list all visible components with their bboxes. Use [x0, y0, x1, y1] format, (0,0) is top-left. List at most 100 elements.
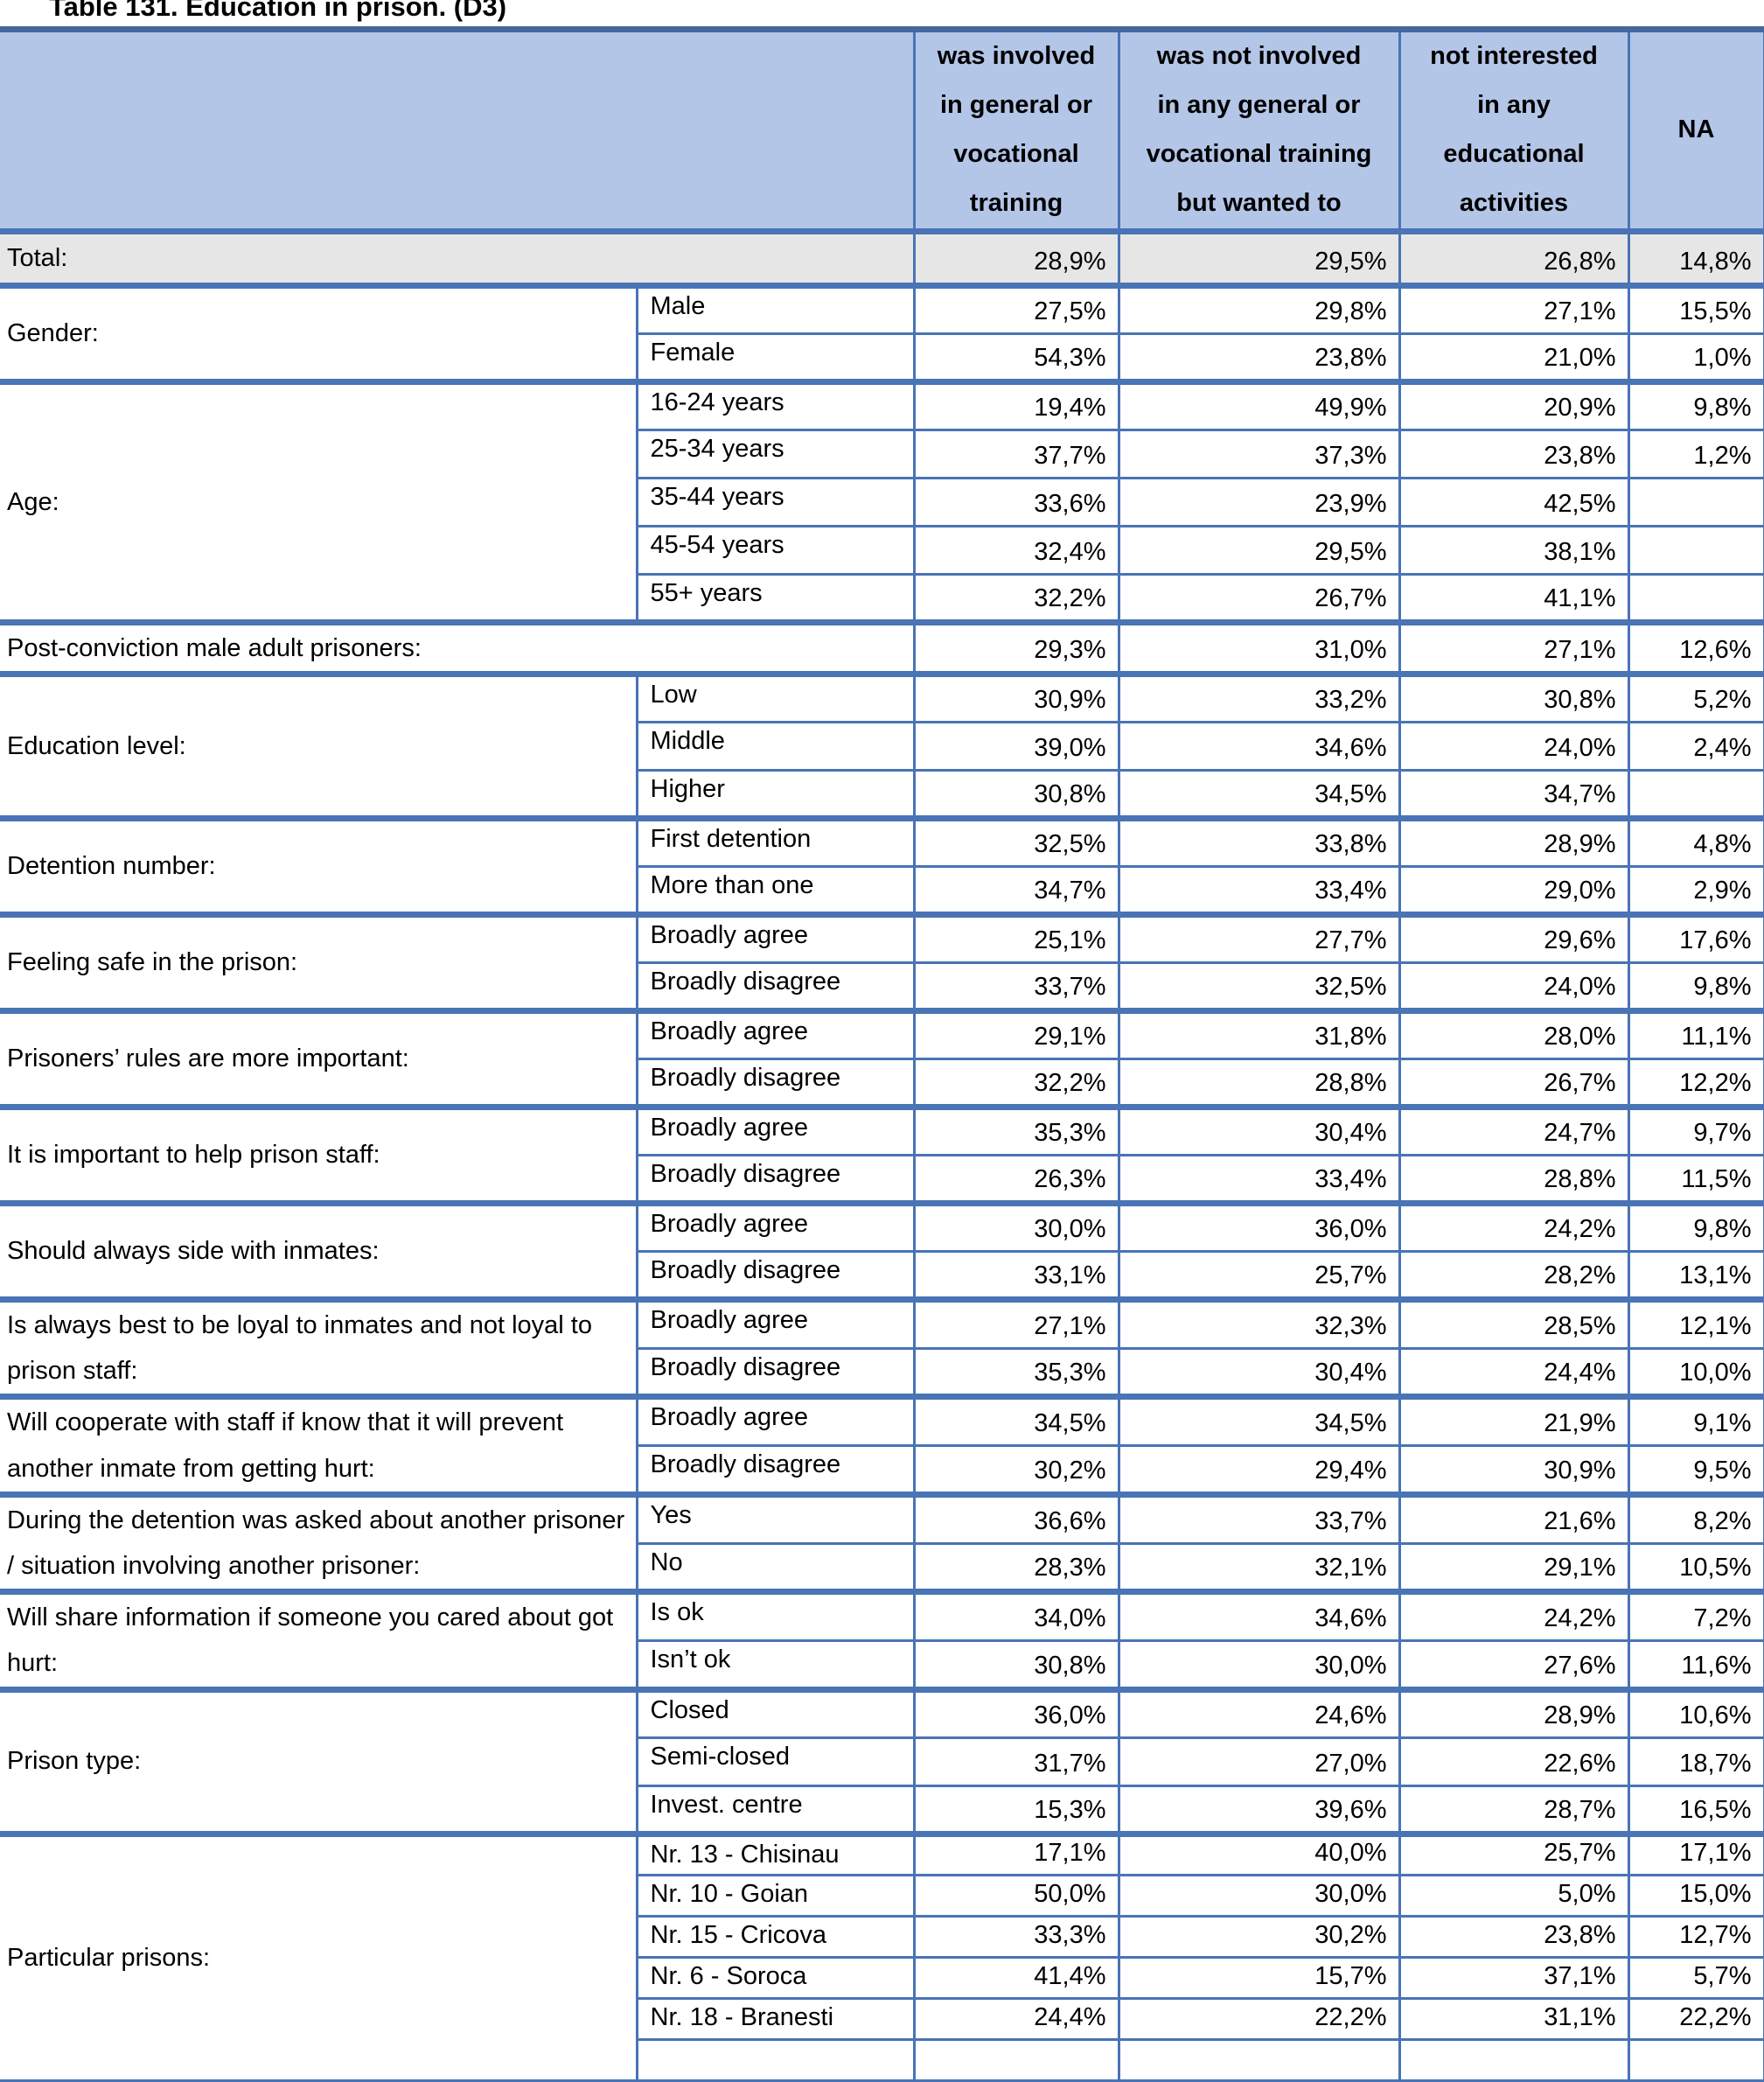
value-cell: 32,3%	[1117, 1296, 1401, 1350]
value-cell: 17,1%	[1627, 1830, 1764, 1876]
table-row: Broadly disagree 33,7% 32,5% 24,0% 9,8%	[0, 961, 1764, 1013]
value-cell: 11,5%	[1627, 1154, 1764, 1205]
table-row: Broadly disagree 33,1% 25,7% 28,2% 13,1%	[0, 1250, 1764, 1302]
value-cell: 31,1%	[1398, 1996, 1630, 2041]
row-subcategory-label: Broadly disagree	[637, 1346, 916, 1399]
value-cell: 9,7%	[1627, 1104, 1764, 1157]
value-cell: 33,1%	[912, 1250, 1120, 1302]
table-row: No 28,3% 32,1% 29,1% 10,5%	[0, 1541, 1764, 1594]
row-group-label: Particular prisons:	[0, 1830, 638, 2082]
value-cell: 10,0%	[1627, 1346, 1764, 1399]
row-subcategory-label: Female	[637, 332, 916, 383]
value-cell: 38,1%	[1398, 524, 1630, 576]
value-cell: 19,4%	[912, 378, 1120, 431]
value-cell: 25,1%	[912, 912, 1120, 965]
value-cell	[1627, 572, 1764, 624]
value-cell: 9,1%	[1627, 1394, 1764, 1448]
value-cell: 25,7%	[1117, 1250, 1401, 1302]
table-row: Nr. 6 - Soroca 41,4% 15,7% 37,1% 5,7%	[0, 1955, 1764, 2000]
row-subcategory-label: No	[637, 1541, 916, 1594]
row-group-label: Post-conviction male adult prisoners:	[0, 618, 916, 676]
row-subcategory-label: Male	[635, 282, 916, 335]
value-cell: 7,2%	[1627, 1589, 1764, 1642]
row-group-label: Education level:	[0, 671, 638, 821]
value-cell: 30,9%	[1398, 1444, 1630, 1496]
value-cell: 24,4%	[912, 1996, 1120, 2041]
row-group-label: Gender:	[0, 282, 638, 383]
value-cell: 29,1%	[1398, 1541, 1630, 1594]
value-cell: 18,7%	[1627, 1736, 1764, 1787]
table-row: 35-44 years 33,6% 23,9% 42,5%	[0, 476, 1764, 527]
row-subcategory-label: Semi-closed	[637, 1736, 916, 1787]
value-cell: 24,6%	[1117, 1686, 1401, 1739]
value-cell: 13,1%	[1627, 1250, 1764, 1302]
value-cell: 27,1%	[912, 1296, 1120, 1350]
table-row: Age: 16-24 years 19,4% 49,9% 20,9% 9,8%	[0, 378, 1764, 624]
value-cell: 32,2%	[912, 572, 1120, 624]
table-title: Table 131. Education in prison. (D3)	[49, 0, 507, 22]
value-cell: 29,0%	[1398, 865, 1630, 917]
table-row: 25-34 years 37,7% 37,3% 23,8% 1,2%	[0, 428, 1764, 479]
header-col-na: NA	[1627, 26, 1764, 234]
value-cell: 31,7%	[912, 1736, 1120, 1787]
table-row: Will cooperate with staff if know that i…	[0, 1394, 1764, 1496]
value-cell: 41,1%	[1398, 572, 1630, 624]
table-row: It is important to help prison staff: Bro…	[0, 1104, 1764, 1205]
table-row: Gender: Male 27,5% 29,8% 27,1% 15,5%	[0, 282, 1764, 383]
row-subcategory-label: Nr. 13 - Chisinau	[635, 1830, 916, 1876]
row-group-label: Is always best to be loyal to inmates an…	[0, 1296, 638, 1399]
value-cell: 50,0%	[912, 1873, 1120, 1918]
row-group-label: Should always side with inmates:	[0, 1200, 638, 1302]
value-cell: 34,5%	[1117, 1394, 1401, 1448]
table-row: Detention number: First detention 32,5% 33,…	[0, 815, 1764, 917]
value-cell: 34,5%	[912, 1394, 1120, 1448]
row-subcategory-label: Low	[635, 671, 916, 724]
value-cell: 9,5%	[1627, 1444, 1764, 1496]
value-cell: 30,0%	[1117, 1873, 1401, 1918]
value-cell: 15,7%	[1117, 1955, 1401, 2000]
table-header: was involved in general or vocational tr…	[0, 26, 1764, 234]
value-cell: 35,3%	[912, 1346, 1120, 1399]
value-cell	[1627, 769, 1764, 821]
value-cell: 9,8%	[1627, 378, 1764, 431]
table-row: Particular prisons: Nr. 13 - Chisinau 17,1…	[0, 1830, 1764, 2082]
row-subcategory-label: Isn’t ok	[637, 1638, 916, 1691]
value-cell	[1398, 2037, 1630, 2082]
row-subcategory-label: Broadly agree	[635, 1008, 916, 1061]
value-cell: 24,7%	[1398, 1104, 1630, 1157]
row-group-label: Prison type:	[0, 1686, 638, 1835]
row-subcategory-label: Broadly agree	[635, 1296, 916, 1350]
value-cell: 23,8%	[1398, 428, 1630, 479]
value-cell	[1627, 524, 1764, 576]
value-cell: 14,8%	[1627, 227, 1764, 289]
row-subcategory-label: 25-34 years	[637, 428, 916, 479]
value-cell: 37,3%	[1117, 428, 1401, 479]
value-cell	[1627, 2037, 1764, 2082]
value-cell: 30,0%	[912, 1200, 1120, 1254]
table-row: Is always best to be loyal to inmates an…	[0, 1296, 1764, 1399]
value-cell: 28,8%	[1117, 1058, 1401, 1109]
value-cell: 30,8%	[912, 769, 1120, 821]
value-cell: 29,8%	[1117, 282, 1401, 335]
row-subcategory-label: Nr. 18 - Branesti	[637, 1996, 916, 2041]
row-subcategory-label: Broadly disagree	[637, 1154, 916, 1205]
value-cell: 26,7%	[1398, 1058, 1630, 1109]
value-cell: 27,1%	[1398, 618, 1630, 676]
row-subcategory-label: First detention	[635, 815, 916, 869]
value-cell: 33,7%	[912, 961, 1120, 1013]
value-cell: 25,7%	[1398, 1830, 1630, 1876]
row-group-label: Feeling safe in the prison:	[0, 912, 638, 1013]
row-subcategory-label: Broadly disagree	[637, 1444, 916, 1496]
table-row: Semi-closed 31,7% 27,0% 22,6% 18,7%	[0, 1736, 1764, 1787]
value-cell: 31,8%	[1117, 1008, 1401, 1061]
value-cell: 36,0%	[912, 1686, 1120, 1739]
value-cell: 27,0%	[1117, 1736, 1401, 1787]
value-cell: 5,7%	[1627, 1955, 1764, 2000]
row-subcategory-label: Broadly disagree	[637, 1058, 916, 1109]
row-subcategory-label: Broadly disagree	[637, 961, 916, 1013]
value-cell: 32,5%	[912, 815, 1120, 869]
table-row: Broadly disagree 26,3% 33,4% 28,8% 11,5%	[0, 1154, 1764, 1205]
value-cell: 28,2%	[1398, 1250, 1630, 1302]
value-cell: 32,1%	[1117, 1541, 1401, 1594]
value-cell: 39,6%	[1117, 1784, 1401, 1835]
